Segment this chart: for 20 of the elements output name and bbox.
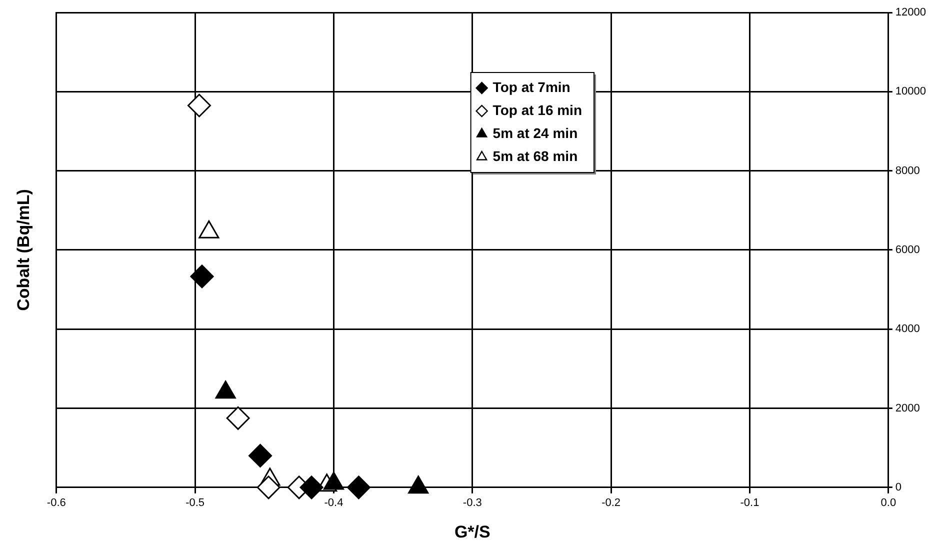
x-tick-label: -0.3 xyxy=(462,497,482,510)
y-tick-label: 8000 xyxy=(895,164,920,177)
x-axis-title: G*/S xyxy=(454,522,490,542)
y-tick-label: 0 xyxy=(895,481,902,494)
y-tick-label: 12000 xyxy=(895,6,926,19)
y-tick-label: 10000 xyxy=(895,86,926,98)
x-tick-label: 0.0 xyxy=(880,497,896,510)
legend-label: 5m at 68 min xyxy=(492,148,578,164)
legend-label: 5m at 24 min xyxy=(492,124,578,141)
legend-label: Top at 16 min xyxy=(492,102,582,118)
y-tick-label: 2000 xyxy=(895,402,920,414)
x-tick-label: -0.1 xyxy=(740,497,760,510)
y-tick-label: 4000 xyxy=(895,323,920,336)
x-tick-label: -0.4 xyxy=(324,497,344,510)
x-tick-label: -0.2 xyxy=(602,497,621,510)
x-tick-label: -0.5 xyxy=(186,497,205,510)
y-tick-label: 6000 xyxy=(895,244,920,256)
x-tick-label: -0.6 xyxy=(46,497,66,510)
legend-label: Top at 7min xyxy=(492,78,570,95)
y-axis-title: Cobalt (Bq/mL) xyxy=(14,189,33,311)
